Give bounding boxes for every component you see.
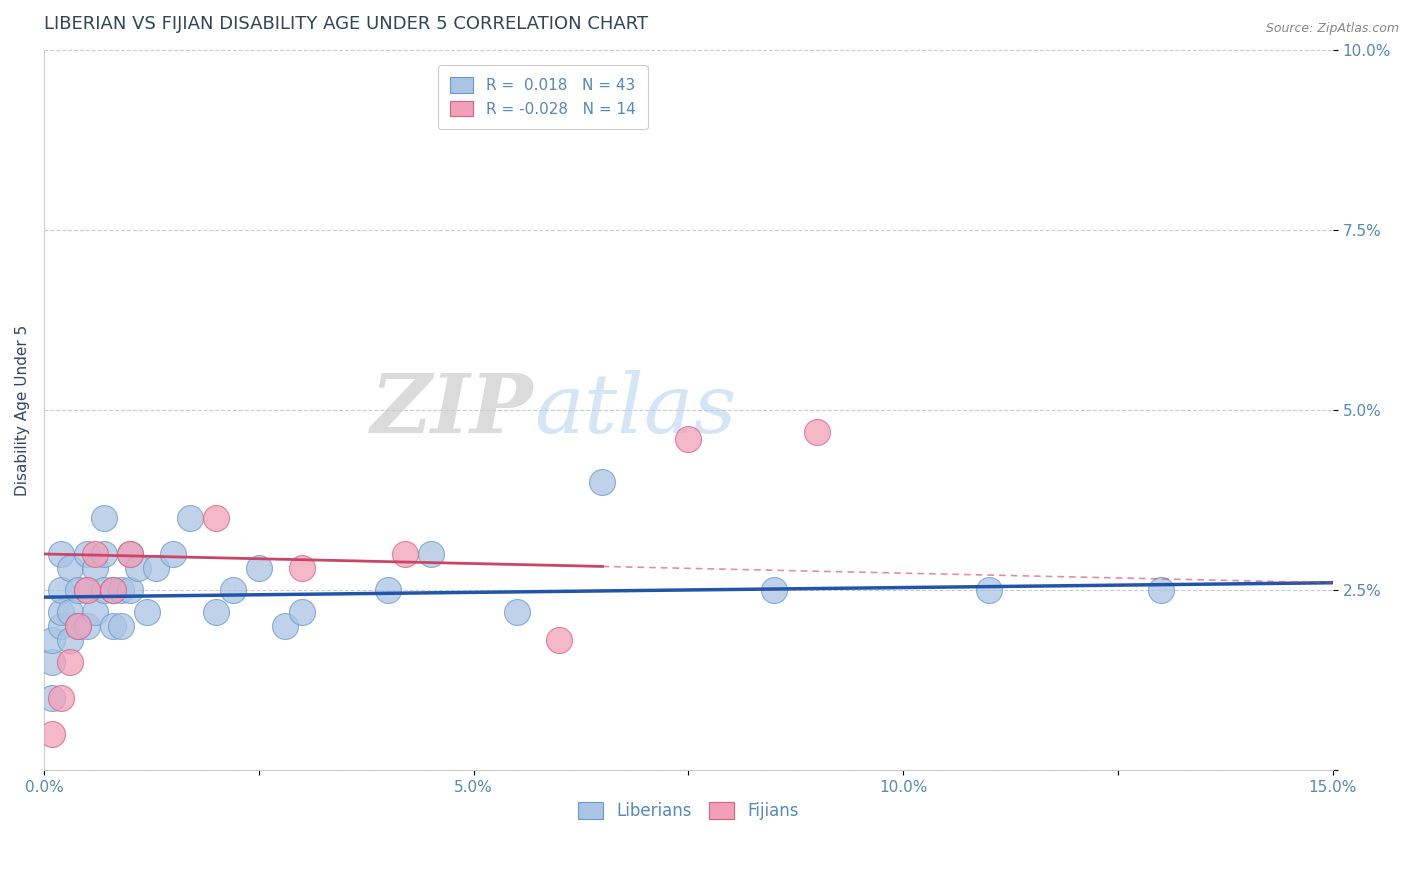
Y-axis label: Disability Age Under 5: Disability Age Under 5 (15, 325, 30, 496)
Point (49, 582, 72, 597)
Point (394, 547, 416, 561)
Text: LIBERIAN VS FIJIAN DISABILITY AGE UNDER 5 CORRELATION CHART: LIBERIAN VS FIJIAN DISABILITY AGE UNDER … (44, 15, 648, 33)
Point (806, 425, 828, 439)
Point (101, 582, 124, 597)
Point (49, 690, 72, 705)
Point (763, 582, 786, 597)
Point (145, 561, 167, 575)
Point (76, 582, 98, 597)
Point (59, 605, 82, 619)
Point (41, 633, 63, 648)
Point (222, 582, 245, 597)
Point (84, 605, 107, 619)
Point (59, 561, 82, 575)
Point (1150, 582, 1173, 597)
Point (273, 619, 295, 633)
Point (110, 582, 132, 597)
Point (505, 605, 527, 619)
Point (204, 605, 226, 619)
Point (118, 547, 141, 561)
Point (67, 619, 90, 633)
Text: atlas: atlas (534, 370, 737, 450)
Point (76, 619, 98, 633)
Point (591, 475, 613, 489)
Point (76, 582, 98, 597)
Point (84, 561, 107, 575)
Point (93, 582, 115, 597)
Point (93, 511, 115, 525)
Point (127, 561, 149, 575)
Point (291, 561, 314, 575)
Point (101, 619, 124, 633)
Text: ZIP: ZIP (371, 370, 534, 450)
Legend: Liberians, Fijians: Liberians, Fijians (572, 795, 806, 827)
Point (204, 511, 226, 525)
Point (49, 605, 72, 619)
Point (179, 511, 201, 525)
Point (118, 547, 141, 561)
Point (76, 547, 98, 561)
Point (291, 605, 314, 619)
Point (678, 432, 700, 446)
Point (101, 582, 124, 597)
Point (110, 619, 132, 633)
Text: Source: ZipAtlas.com: Source: ZipAtlas.com (1265, 22, 1399, 36)
Point (41, 690, 63, 705)
Point (162, 547, 184, 561)
Point (419, 547, 441, 561)
Point (93, 547, 115, 561)
Point (548, 633, 571, 648)
Point (136, 605, 159, 619)
Point (67, 582, 90, 597)
Point (979, 582, 1001, 597)
Point (49, 619, 72, 633)
Point (118, 582, 141, 597)
Point (67, 619, 90, 633)
Point (41, 727, 63, 741)
Point (59, 655, 82, 669)
Point (59, 633, 82, 648)
Point (377, 582, 399, 597)
Point (247, 561, 270, 575)
Point (49, 547, 72, 561)
Point (41, 655, 63, 669)
Point (84, 547, 107, 561)
